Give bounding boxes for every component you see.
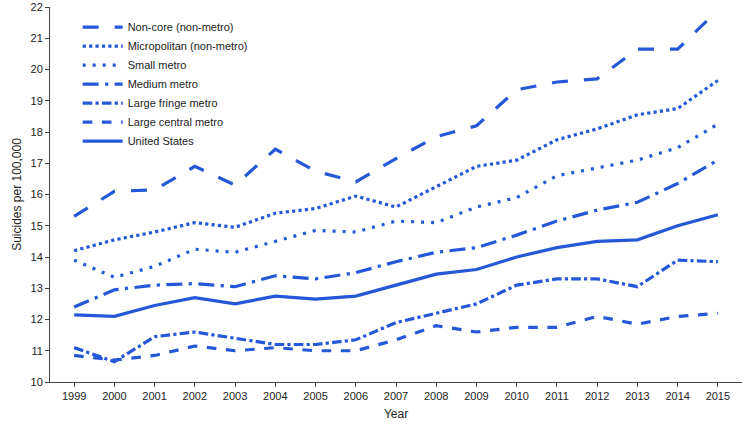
- svg-text:2001: 2001: [142, 390, 166, 402]
- svg-text:17: 17: [31, 157, 43, 169]
- svg-text:Large fringe metro: Large fringe metro: [128, 97, 218, 109]
- svg-text:2013: 2013: [625, 390, 649, 402]
- svg-text:20: 20: [31, 63, 43, 75]
- svg-text:12: 12: [31, 313, 43, 325]
- svg-text:10: 10: [31, 376, 43, 388]
- svg-text:Non-core (non-metro): Non-core (non-metro): [128, 21, 234, 33]
- svg-text:Medium metro: Medium metro: [128, 78, 198, 90]
- svg-text:Year: Year: [384, 407, 408, 421]
- svg-text:2014: 2014: [665, 390, 689, 402]
- svg-text:2012: 2012: [585, 390, 609, 402]
- svg-text:19: 19: [31, 95, 43, 107]
- svg-text:2008: 2008: [424, 390, 448, 402]
- svg-text:Micropolitan (non-metro): Micropolitan (non-metro): [128, 40, 248, 52]
- svg-text:2015: 2015: [706, 390, 730, 402]
- svg-text:Suicides per 100,000: Suicides per 100,000: [10, 138, 24, 251]
- svg-text:United States: United States: [128, 135, 195, 147]
- svg-text:15: 15: [31, 220, 43, 232]
- svg-text:16: 16: [31, 188, 43, 200]
- svg-text:2009: 2009: [464, 390, 488, 402]
- svg-text:18: 18: [31, 126, 43, 138]
- svg-text:21: 21: [31, 32, 43, 44]
- svg-text:2000: 2000: [102, 390, 126, 402]
- svg-text:1999: 1999: [62, 390, 86, 402]
- svg-text:2011: 2011: [545, 390, 569, 402]
- svg-text:Large central metro: Large central metro: [128, 116, 223, 128]
- svg-text:Small metro: Small metro: [128, 59, 187, 71]
- svg-text:11: 11: [31, 345, 42, 357]
- svg-text:2006: 2006: [344, 390, 368, 402]
- svg-text:2002: 2002: [183, 390, 207, 402]
- svg-text:13: 13: [31, 282, 43, 294]
- svg-text:2003: 2003: [223, 390, 247, 402]
- svg-text:14: 14: [31, 251, 43, 263]
- svg-text:2004: 2004: [263, 390, 287, 402]
- svg-text:2005: 2005: [303, 390, 327, 402]
- svg-text:22: 22: [31, 1, 43, 13]
- svg-text:2007: 2007: [384, 390, 408, 402]
- svg-text:2010: 2010: [504, 390, 528, 402]
